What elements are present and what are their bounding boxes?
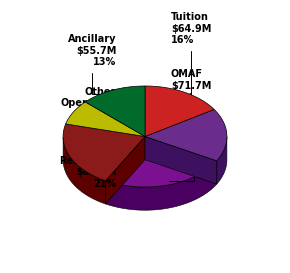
Polygon shape [145,136,217,184]
Polygon shape [63,124,145,181]
Polygon shape [66,102,145,136]
Text: Other
Restricted
$86.1M
21%: Other Restricted $86.1M 21% [59,144,116,189]
Polygon shape [145,86,214,136]
Polygon shape [106,136,217,187]
Polygon shape [217,136,227,184]
Polygon shape [106,161,217,210]
Polygon shape [63,137,106,204]
Polygon shape [145,109,227,161]
Polygon shape [145,136,217,184]
Text: MTCU
$104.2M
25%: MTCU $104.2M 25% [169,127,218,181]
Polygon shape [85,86,145,136]
Polygon shape [106,136,145,204]
Text: Tuition
$64.9M
16%: Tuition $64.9M 16% [171,12,211,96]
Text: Ancillary
$55.7M
13%: Ancillary $55.7M 13% [68,34,116,94]
Text: OMAF
$71.7M
17%: OMAF $71.7M 17% [171,69,218,135]
Polygon shape [106,136,145,204]
Text: Other
Operating
$31.7M
8%: Other Operating $31.7M 8% [61,87,116,132]
